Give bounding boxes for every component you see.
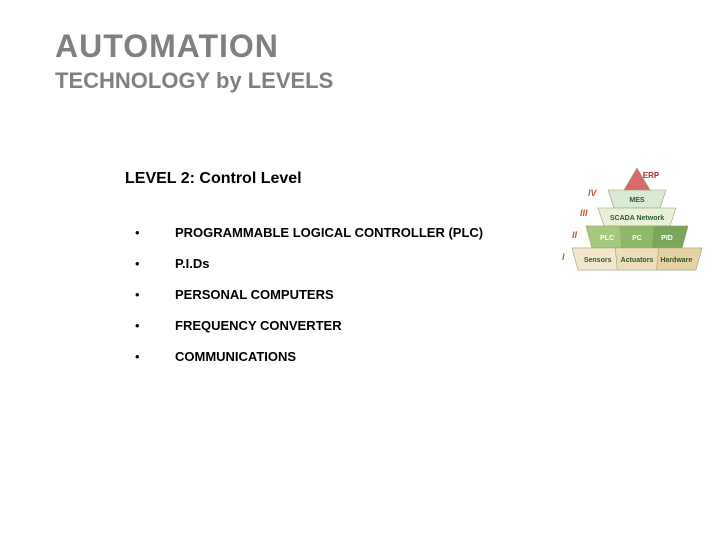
- bullet-text: FREQUENCY CONVERTER: [175, 318, 342, 333]
- bullet-text: COMMUNICATIONS: [175, 349, 296, 364]
- bullet-text: PERSONAL COMPUTERS: [175, 287, 334, 302]
- pyramid-diagram: MES SCADA Network PLC PC PID Sensors Actuators…: [548, 160, 708, 315]
- title-line1: AUTOMATION: [55, 28, 279, 65]
- title-line2: TECHNOLOGY by LEVELS: [55, 68, 333, 94]
- list-item: • PROGRAMMABLE LOGICAL CONTROLLER (PLC): [135, 225, 483, 240]
- svg-text:Actuators: Actuators: [621, 257, 654, 264]
- list-item: • COMMUNICATIONS: [135, 349, 483, 364]
- svg-text:ERP: ERP: [643, 171, 660, 180]
- svg-text:Sensors: Sensors: [584, 257, 612, 264]
- svg-text:PID: PID: [661, 235, 673, 242]
- bullet-marker: •: [135, 287, 175, 302]
- pyramid-level-label: III: [580, 208, 588, 218]
- pyramid-svg: MES SCADA Network PLC PC PID Sensors Actuators…: [548, 160, 708, 295]
- section-subtitle: LEVEL 2: Control Level: [125, 170, 302, 188]
- bullet-text: PROGRAMMABLE LOGICAL CONTROLLER (PLC): [175, 225, 483, 240]
- list-item: • P.I.Ds: [135, 256, 483, 271]
- bullet-list: • PROGRAMMABLE LOGICAL CONTROLLER (PLC) …: [135, 225, 483, 380]
- svg-text:Hardware: Hardware: [660, 257, 692, 264]
- bullet-marker: •: [135, 256, 175, 271]
- pyramid-level-label: IV: [588, 188, 597, 198]
- list-item: • FREQUENCY CONVERTER: [135, 318, 483, 333]
- bullet-text: P.I.Ds: [175, 256, 209, 271]
- list-item: • PERSONAL COMPUTERS: [135, 287, 483, 302]
- svg-text:MES: MES: [629, 197, 645, 204]
- bullet-marker: •: [135, 225, 175, 240]
- svg-text:SCADA Network: SCADA Network: [610, 215, 664, 222]
- svg-text:PC: PC: [632, 235, 642, 242]
- pyramid-level-label: II: [572, 230, 577, 240]
- svg-text:PLC: PLC: [600, 235, 614, 242]
- pyramid-level-label: I: [562, 252, 565, 262]
- bullet-marker: •: [135, 349, 175, 364]
- bullet-marker: •: [135, 318, 175, 333]
